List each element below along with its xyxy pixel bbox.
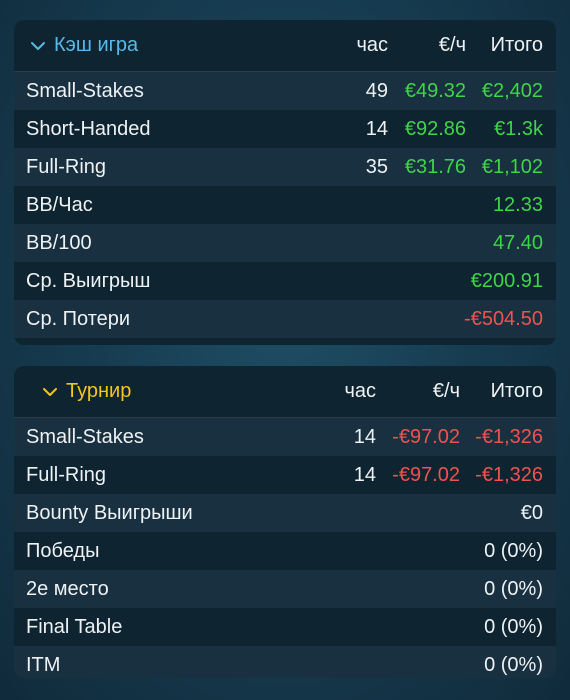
row-rate: €31.76: [404, 156, 466, 178]
table-row: BB/Час 12.33: [14, 186, 556, 224]
row-label: BB/Час: [26, 194, 93, 216]
row-total: €2,402: [481, 80, 543, 102]
cash-game-title: Кэш игра: [54, 34, 139, 56]
row-label: Final Table: [26, 616, 123, 638]
row-total: 0 (0%): [484, 540, 543, 562]
chevron-down-icon[interactable]: [40, 382, 60, 402]
table-row: Full-Ring 35 €31.76 €1,102: [14, 148, 556, 186]
table-row: ITM 0 (0%): [14, 646, 556, 678]
row-hours: 14: [353, 426, 376, 448]
column-header-rate: €/ч: [432, 380, 460, 402]
row-rate: €92.86: [404, 118, 466, 140]
row-label: Small-Stakes: [26, 426, 144, 448]
table-row: Short-Handed 14 €92.86 €1.3k: [14, 110, 556, 148]
column-header-rate: €/ч: [438, 34, 466, 56]
row-total: 47.40: [492, 232, 543, 254]
row-label: Ср. Выигрыш: [26, 270, 151, 292]
column-header-hours: час: [344, 380, 376, 402]
row-label: Small-Stakes: [26, 80, 144, 102]
row-label: BB/100: [26, 232, 92, 254]
row-hours: 14: [365, 118, 388, 140]
table-row: BB/100 47.40: [14, 224, 556, 262]
row-hours: 49: [365, 80, 388, 102]
tournament-title: Турнир: [66, 380, 132, 402]
row-label: Bounty Выигрыши: [26, 502, 193, 524]
row-total: €1,102: [481, 156, 543, 178]
row-label: Short-Handed: [26, 118, 151, 140]
row-total: 0 (0%): [484, 654, 543, 676]
row-total: -€1,326: [475, 426, 543, 448]
cash-game-header[interactable]: Кэш игра час €/ч Итого: [14, 20, 556, 72]
row-hours: 35: [365, 156, 388, 178]
row-label: Победы: [26, 540, 100, 562]
tournament-header[interactable]: Турнир час €/ч Итого: [14, 366, 556, 418]
row-total: €200.91: [470, 270, 543, 292]
row-label: Ср. Потери: [26, 308, 131, 330]
row-hours: 14: [353, 464, 376, 486]
table-row: 2е место 0 (0%): [14, 570, 556, 608]
row-rate: -€97.02: [392, 426, 460, 448]
tournament-card: Турнир час €/ч Итого Small-Stakes 14 -€9…: [14, 366, 556, 678]
row-total: 0 (0%): [484, 578, 543, 600]
row-label: Full-Ring: [26, 464, 107, 486]
row-total: -€504.50: [464, 308, 543, 330]
table-row: Bounty Выигрыши €0: [14, 494, 556, 532]
table-row: Победы 0 (0%): [14, 532, 556, 570]
table-row: Small-Stakes 49 €49.32 €2,402: [14, 72, 556, 110]
table-row: Full-Ring 14 -€97.02 -€1,326: [14, 456, 556, 494]
row-label: Full-Ring: [26, 156, 107, 178]
table-row: Ср. Выигрыш €200.91: [14, 262, 556, 300]
column-header-total: Итого: [490, 380, 543, 402]
table-row: Final Table 0 (0%): [14, 608, 556, 646]
row-rate: €49.32: [404, 80, 466, 102]
table-row: Small-Stakes 14 -€97.02 -€1,326: [14, 418, 556, 456]
row-total: €0: [520, 502, 543, 524]
table-row: Ср. Потери -€504.50: [14, 300, 556, 338]
column-header-total: Итого: [490, 34, 543, 56]
row-total: 0 (0%): [484, 616, 543, 638]
chevron-down-icon[interactable]: [28, 36, 48, 56]
row-label: 2е место: [26, 578, 109, 600]
cash-game-card: Кэш игра час €/ч Итого Small-Stakes 49 €…: [14, 20, 556, 345]
row-label: ITM: [26, 654, 61, 676]
row-total: 12.33: [492, 194, 543, 216]
row-total: €1.3k: [494, 118, 543, 140]
row-total: -€1,326: [475, 464, 543, 486]
row-rate: -€97.02: [392, 464, 460, 486]
column-header-hours: час: [356, 34, 388, 56]
